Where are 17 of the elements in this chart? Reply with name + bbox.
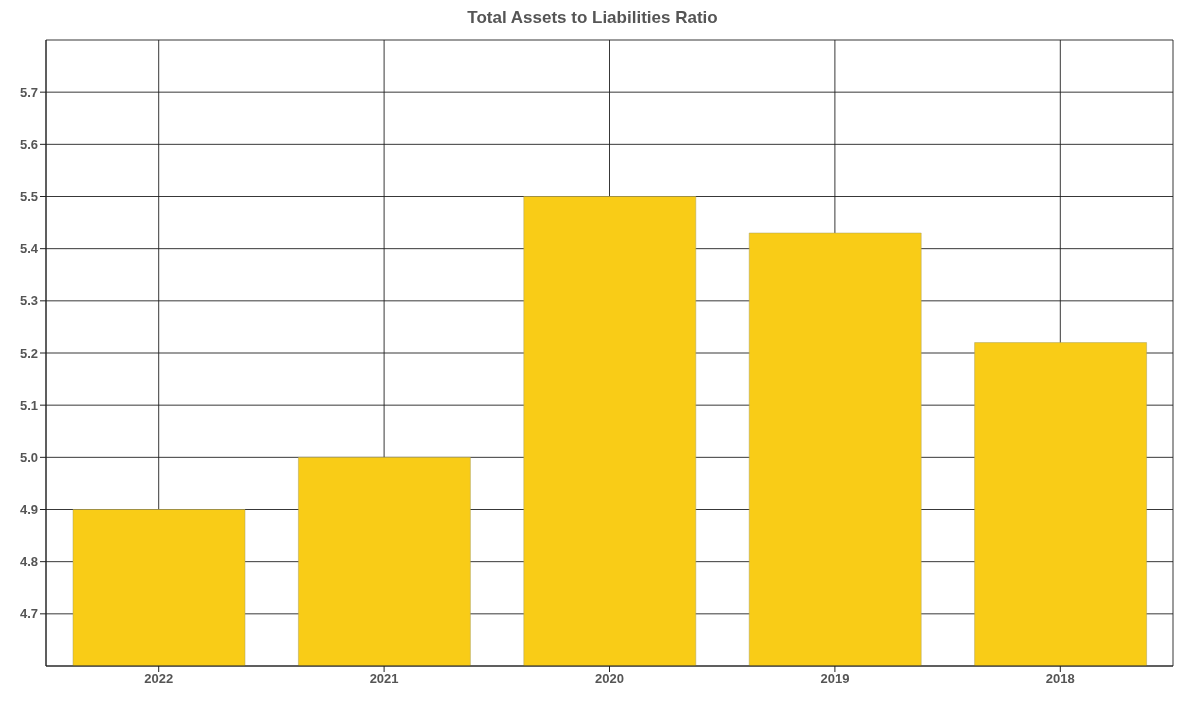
x-tick-label: 2019 [820,671,850,687]
y-tick-label: 4.9 [19,502,38,518]
y-tick-label: 5.7 [19,84,38,100]
y-tick-label: 4.7 [19,606,38,622]
y-tick-label: 5.0 [19,449,38,465]
chart-title: Total Assets to Liabilities Ratio [466,8,719,29]
y-tick-label: 5.4 [19,241,39,257]
x-tick-label: 2022 [144,671,174,687]
y-tick-label: 5.5 [19,189,38,205]
y-tick-label: 5.2 [19,345,38,361]
y-tick-label: 5.1 [19,397,38,413]
y-tick-label: 4.8 [19,554,38,570]
x-tick-label: 2021 [369,671,399,687]
x-tick-label: 2018 [1045,671,1075,687]
y-tick-label: 5.3 [19,293,38,309]
y-tick-label: 5.6 [19,136,38,152]
x-tick-label: 2020 [595,671,624,687]
